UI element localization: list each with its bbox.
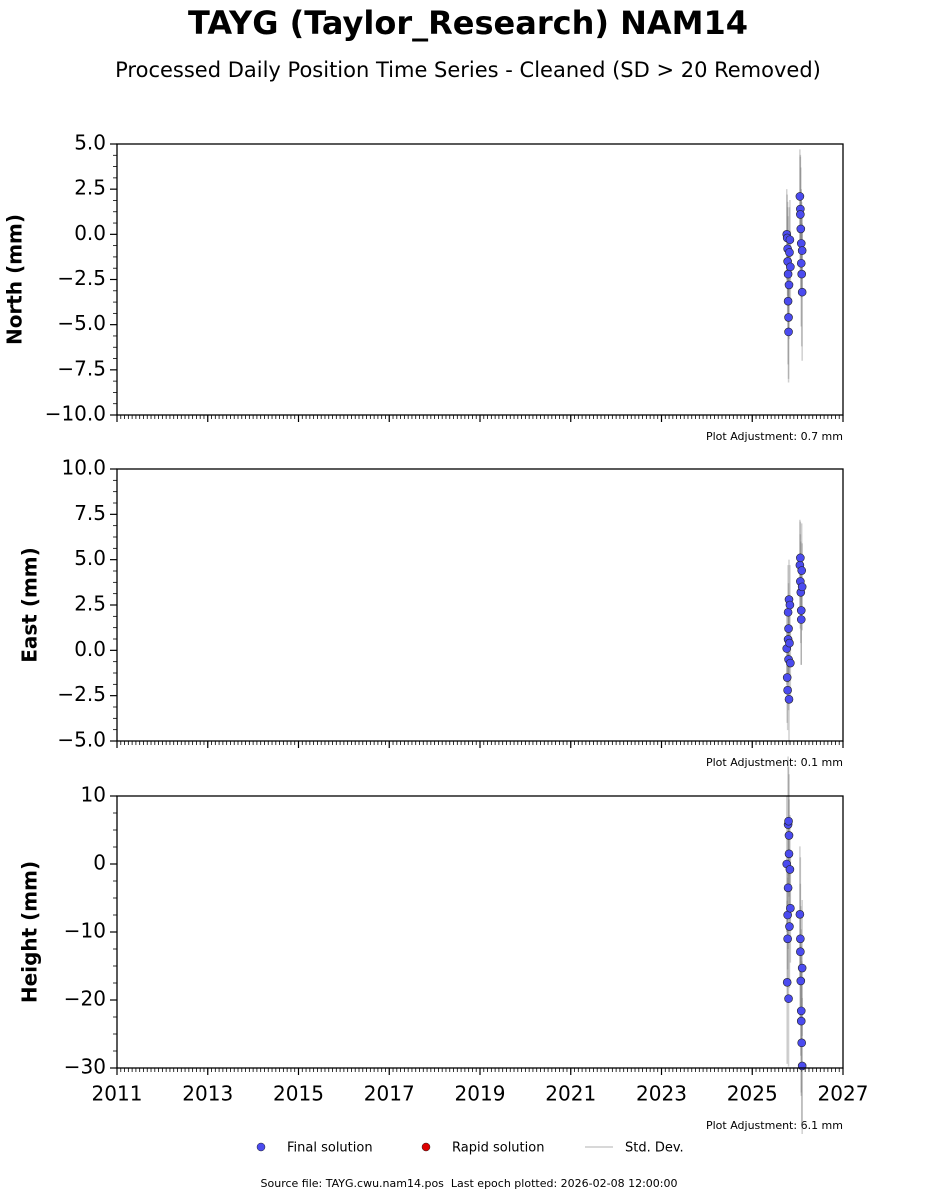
x-tick-label: 2027 — [818, 1082, 869, 1106]
data-point — [797, 963, 807, 973]
data-point — [796, 934, 805, 944]
legend-swatch — [421, 1142, 431, 1152]
data-point — [784, 280, 794, 290]
data-point — [797, 566, 807, 575]
y-tick-label: −5.0 — [57, 311, 106, 335]
y-tick-label: 2.5 — [74, 176, 106, 200]
legend-label: Final solution — [287, 1141, 373, 1156]
data-point — [796, 615, 806, 624]
data-point — [785, 248, 794, 257]
plot-frame — [116, 143, 844, 416]
data-point — [796, 976, 806, 986]
data-point — [796, 553, 805, 563]
x-tick-label: 2021 — [545, 1082, 596, 1106]
data-point — [785, 638, 794, 648]
y-tick-label: 10 — [81, 783, 106, 807]
data-point — [797, 269, 807, 279]
data-point — [796, 239, 806, 248]
data-point — [782, 673, 792, 682]
y-tick-label: 5.0 — [74, 131, 106, 155]
y-tick-label: −2.5 — [57, 266, 106, 290]
data-point — [785, 922, 794, 931]
data-point — [795, 910, 805, 919]
plot-frame — [116, 795, 844, 1069]
data-point — [784, 816, 793, 826]
y-tick-label: 0 — [93, 851, 106, 875]
y-axis-label: Height (mm) — [18, 861, 42, 1003]
y-axis-label: North (mm) — [3, 214, 27, 345]
data-point — [783, 607, 793, 617]
y-tick-label: 10.0 — [61, 456, 106, 480]
y-tick-label: −2.5 — [57, 682, 106, 706]
data-point — [785, 865, 795, 874]
y-tick-label: −7.5 — [57, 356, 106, 380]
y-tick-label: 0.0 — [74, 221, 106, 245]
plot-annotation: Plot Adjustment: 0.1 mm — [706, 756, 843, 769]
data-point — [796, 606, 806, 615]
data-point — [783, 269, 793, 279]
data-point — [796, 1016, 806, 1026]
footer: Source file: TAYG.cwu.nam14.pos Last epo… — [261, 1177, 678, 1190]
data-point — [795, 192, 805, 201]
data-point — [796, 947, 805, 957]
plot-annotation: Plot Adjustment: 0.7 mm — [706, 430, 843, 443]
legend-label: Rapid solution — [452, 1141, 544, 1156]
data-point — [786, 658, 795, 668]
data-point — [797, 582, 807, 592]
y-tick-label: 7.5 — [74, 501, 106, 525]
x-tick-label: 2023 — [636, 1082, 687, 1106]
figure-subtitle: Processed Daily Position Time Series - C… — [115, 58, 821, 82]
data-point — [785, 235, 795, 245]
data-point — [796, 210, 805, 219]
data-point — [784, 831, 794, 840]
data-point — [784, 849, 794, 859]
data-point — [783, 883, 793, 893]
data-point — [785, 600, 795, 610]
y-tick-label: 5.0 — [74, 546, 106, 570]
y-tick-label: 0.0 — [74, 637, 106, 661]
data-point — [797, 246, 807, 255]
x-tick-label: 2011 — [92, 1082, 143, 1106]
data-point — [786, 262, 795, 272]
data-point — [797, 1038, 807, 1048]
x-tick-label: 2013 — [182, 1082, 233, 1106]
x-tick-label: 2015 — [273, 1082, 324, 1106]
y-tick-label: −10 — [64, 919, 106, 943]
data-point — [797, 287, 807, 297]
x-tick-label: 2025 — [727, 1082, 778, 1106]
data-point — [796, 224, 806, 234]
figure-title: TAYG (Taylor_Research) NAM14 — [188, 4, 748, 42]
plot-frame — [116, 468, 844, 742]
data-point — [786, 903, 795, 913]
data-point — [782, 978, 792, 987]
x-tick-label: 2019 — [455, 1082, 506, 1106]
plot-annotation: Plot Adjustment: 6.1 mm — [706, 1119, 843, 1132]
y-tick-label: −30 — [64, 1055, 106, 1079]
legend-label: Std. Dev. — [625, 1141, 684, 1156]
data-point — [784, 327, 793, 337]
data-point — [797, 1061, 807, 1071]
data-point — [783, 296, 793, 306]
data-point — [783, 934, 792, 944]
y-tick-label: 2.5 — [74, 592, 106, 616]
y-tick-label: −10.0 — [45, 402, 106, 426]
y-axis-label: East (mm) — [18, 547, 42, 663]
y-tick-label: −20 — [64, 987, 106, 1011]
legend-swatch — [256, 1142, 266, 1152]
y-tick-label: −5.0 — [57, 728, 106, 752]
data-point — [784, 624, 793, 633]
data-point — [784, 694, 794, 704]
data-point — [784, 994, 793, 1003]
data-point — [796, 1006, 806, 1016]
x-tick-label: 2017 — [364, 1082, 415, 1106]
data-point — [783, 685, 792, 695]
data-point — [784, 313, 793, 322]
data-point — [796, 258, 806, 268]
